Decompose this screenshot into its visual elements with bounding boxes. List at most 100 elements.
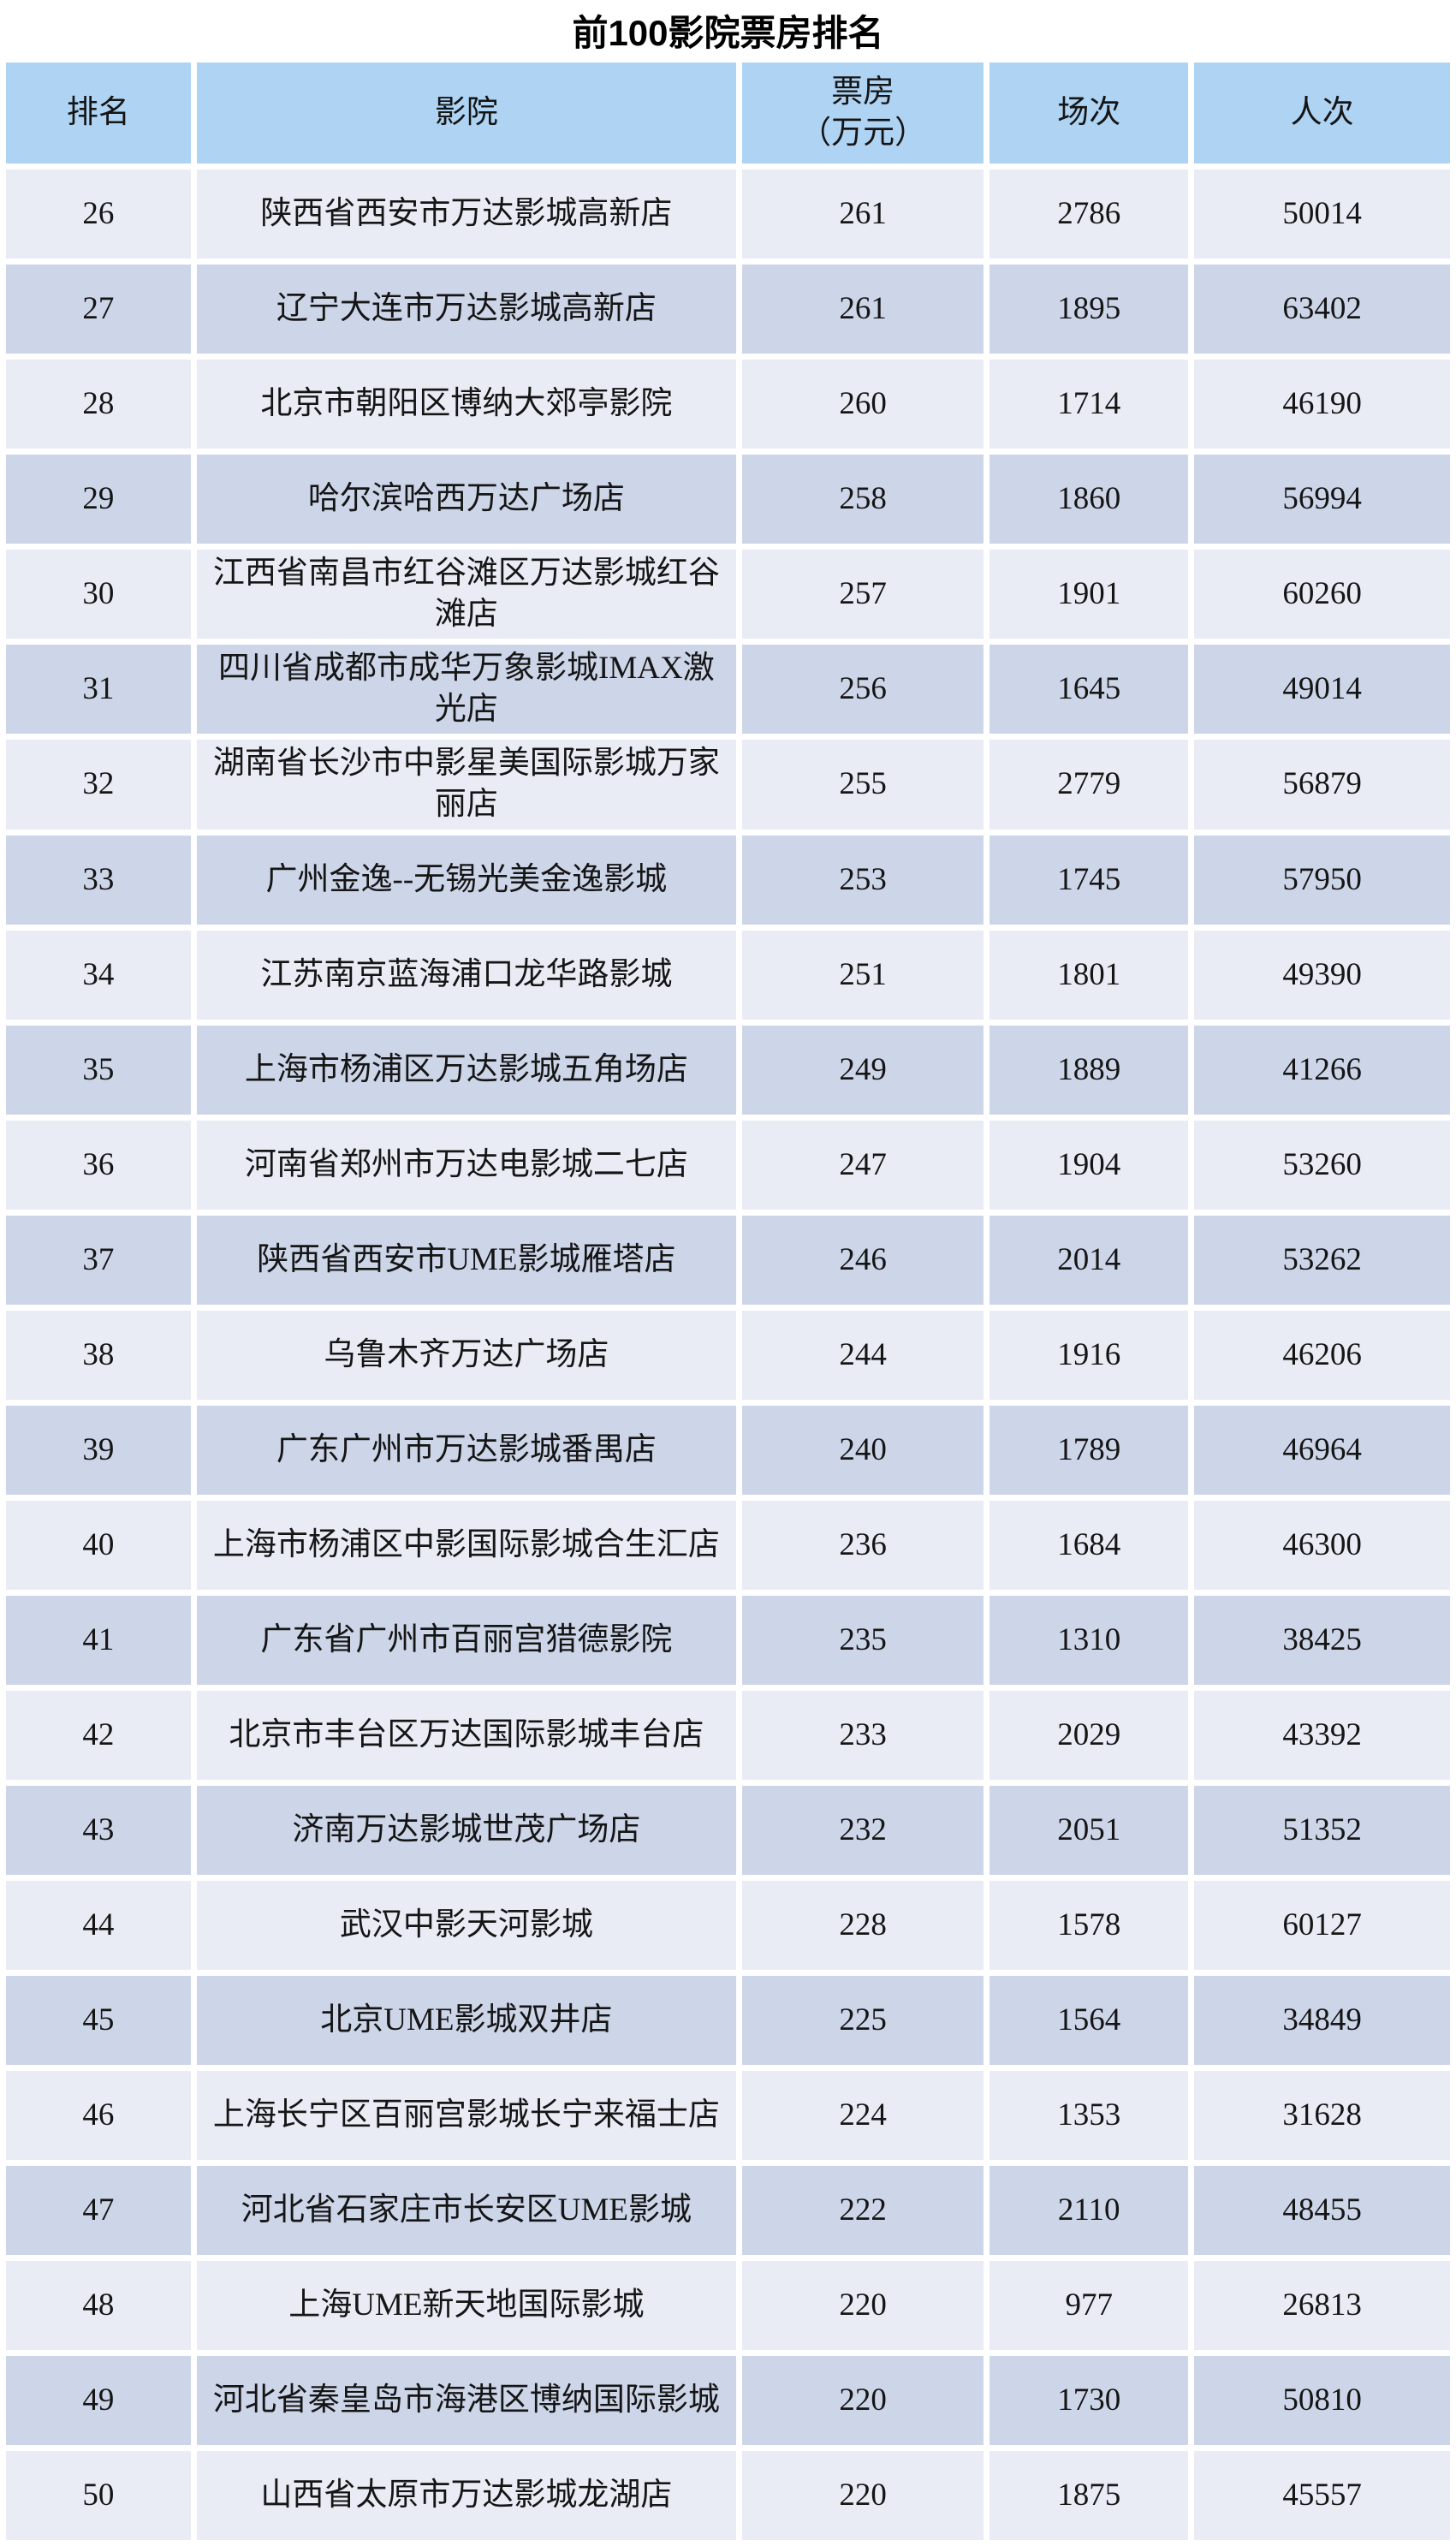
table-row: 50 山西省太原市万达影城龙湖店 220 1875 45557 bbox=[6, 2450, 1450, 2540]
rank-cell: 39 bbox=[6, 1405, 191, 1495]
rank-cell: 45 bbox=[6, 1975, 191, 2065]
cinema-cell: 江西省南昌市红谷滩区万达影城红谷滩店 bbox=[196, 550, 737, 639]
table-row: 28 北京市朝阳区博纳大郊亭影院 260 1714 46190 bbox=[6, 360, 1450, 449]
rank-cell: 33 bbox=[6, 835, 191, 925]
rank-cell: 27 bbox=[6, 265, 191, 354]
column-header-attendance: 人次 bbox=[1194, 62, 1450, 164]
attendance-cell: 38425 bbox=[1194, 1595, 1450, 1685]
cinema-cell: 上海市杨浦区中影国际影城合生汇店 bbox=[196, 1500, 737, 1590]
sessions-cell: 1353 bbox=[989, 2070, 1189, 2160]
box-office-cell: 261 bbox=[742, 265, 984, 354]
box-office-cell: 225 bbox=[742, 1975, 984, 2065]
page: 前100影院票房排名 排名 影院 票房 （万元） 场次 人次 26 陕西省西安市… bbox=[6, 13, 1450, 2540]
sessions-cell: 1745 bbox=[989, 835, 1189, 925]
box-office-ranking-table: 排名 影院 票房 （万元） 场次 人次 26 陕西省西安市万达影城高新店 261… bbox=[0, 57, 1456, 2546]
rank-cell: 36 bbox=[6, 1120, 191, 1210]
sessions-cell: 1904 bbox=[989, 1120, 1189, 1210]
sessions-cell: 2779 bbox=[989, 740, 1189, 830]
cinema-cell: 北京UME影城双井店 bbox=[196, 1975, 737, 2065]
attendance-cell: 48455 bbox=[1194, 2165, 1450, 2255]
rank-cell: 34 bbox=[6, 930, 191, 1020]
attendance-cell: 46206 bbox=[1194, 1310, 1450, 1400]
column-header-rank: 排名 bbox=[6, 62, 191, 164]
box-office-cell: 228 bbox=[742, 1880, 984, 1970]
rank-cell: 35 bbox=[6, 1025, 191, 1115]
rank-cell: 49 bbox=[6, 2355, 191, 2445]
cinema-cell: 上海长宁区百丽宫影城长宁来福士店 bbox=[196, 2070, 737, 2160]
sessions-cell: 1310 bbox=[989, 1595, 1189, 1685]
attendance-cell: 45557 bbox=[1194, 2450, 1450, 2540]
table-row: 40 上海市杨浦区中影国际影城合生汇店 236 1684 46300 bbox=[6, 1500, 1450, 1590]
table-row: 27 辽宁大连市万达影城高新店 261 1895 63402 bbox=[6, 265, 1450, 354]
cinema-cell: 陕西省西安市万达影城高新店 bbox=[196, 170, 737, 259]
box-office-cell: 257 bbox=[742, 550, 984, 639]
box-office-cell: 236 bbox=[742, 1500, 984, 1590]
cinema-cell: 四川省成都市成华万象影城IMAX激光店 bbox=[196, 645, 737, 735]
column-header-sessions: 场次 bbox=[989, 62, 1189, 164]
header-row: 排名 影院 票房 （万元） 场次 人次 bbox=[6, 62, 1450, 164]
sessions-cell: 1889 bbox=[989, 1025, 1189, 1115]
rank-cell: 31 bbox=[6, 645, 191, 735]
box-office-cell: 232 bbox=[742, 1785, 984, 1875]
rank-cell: 43 bbox=[6, 1785, 191, 1875]
sessions-cell: 1895 bbox=[989, 265, 1189, 354]
rank-cell: 30 bbox=[6, 550, 191, 639]
cinema-cell: 广州金逸--无锡光美金逸影城 bbox=[196, 835, 737, 925]
sessions-cell: 1684 bbox=[989, 1500, 1189, 1590]
cinema-cell: 山西省太原市万达影城龙湖店 bbox=[196, 2450, 737, 2540]
rank-cell: 50 bbox=[6, 2450, 191, 2540]
rank-cell: 29 bbox=[6, 455, 191, 544]
sessions-cell: 1901 bbox=[989, 550, 1189, 639]
box-office-cell: 244 bbox=[742, 1310, 984, 1400]
attendance-cell: 43392 bbox=[1194, 1690, 1450, 1780]
cinema-cell: 武汉中影天河影城 bbox=[196, 1880, 737, 1970]
box-office-cell: 260 bbox=[742, 360, 984, 449]
sessions-cell: 1578 bbox=[989, 1880, 1189, 1970]
sessions-cell: 1564 bbox=[989, 1975, 1189, 2065]
rank-cell: 41 bbox=[6, 1595, 191, 1685]
sessions-cell: 2110 bbox=[989, 2165, 1189, 2255]
table-row: 39 广东广州市万达影城番禺店 240 1789 46964 bbox=[6, 1405, 1450, 1495]
cinema-cell: 陕西省西安市UME影城雁塔店 bbox=[196, 1215, 737, 1305]
cinema-cell: 上海UME新天地国际影城 bbox=[196, 2260, 737, 2350]
attendance-cell: 53260 bbox=[1194, 1120, 1450, 1210]
attendance-cell: 41266 bbox=[1194, 1025, 1450, 1115]
box-office-cell: 246 bbox=[742, 1215, 984, 1305]
page-title: 前100影院票房排名 bbox=[572, 13, 884, 53]
table-row: 38 乌鲁木齐万达广场店 244 1916 46206 bbox=[6, 1310, 1450, 1400]
table-row: 29 哈尔滨哈西万达广场店 258 1860 56994 bbox=[6, 455, 1450, 544]
attendance-cell: 34849 bbox=[1194, 1975, 1450, 2065]
rank-cell: 48 bbox=[6, 2260, 191, 2350]
box-office-cell: 222 bbox=[742, 2165, 984, 2255]
rank-cell: 28 bbox=[6, 360, 191, 449]
cinema-cell: 广东广州市万达影城番禺店 bbox=[196, 1405, 737, 1495]
cinema-cell: 河北省石家庄市长安区UME影城 bbox=[196, 2165, 737, 2255]
cinema-cell: 乌鲁木齐万达广场店 bbox=[196, 1310, 737, 1400]
cinema-cell: 哈尔滨哈西万达广场店 bbox=[196, 455, 737, 544]
cinema-cell: 广东省广州市百丽宫猎德影院 bbox=[196, 1595, 737, 1685]
cinema-cell: 辽宁大连市万达影城高新店 bbox=[196, 265, 737, 354]
rank-cell: 42 bbox=[6, 1690, 191, 1780]
table-row: 30 江西省南昌市红谷滩区万达影城红谷滩店 257 1901 60260 bbox=[6, 550, 1450, 639]
sessions-cell: 1714 bbox=[989, 360, 1189, 449]
attendance-cell: 51352 bbox=[1194, 1785, 1450, 1875]
box-office-cell: 235 bbox=[742, 1595, 984, 1685]
sessions-cell: 2014 bbox=[989, 1215, 1189, 1305]
attendance-cell: 60260 bbox=[1194, 550, 1450, 639]
cinema-cell: 上海市杨浦区万达影城五角场店 bbox=[196, 1025, 737, 1115]
table-row: 34 江苏南京蓝海浦口龙华路影城 251 1801 49390 bbox=[6, 930, 1450, 1020]
table-row: 37 陕西省西安市UME影城雁塔店 246 2014 53262 bbox=[6, 1215, 1450, 1305]
sessions-cell: 1730 bbox=[989, 2355, 1189, 2445]
table-row: 45 北京UME影城双井店 225 1564 34849 bbox=[6, 1975, 1450, 2065]
table-row: 42 北京市丰台区万达国际影城丰台店 233 2029 43392 bbox=[6, 1690, 1450, 1780]
box-office-cell: 261 bbox=[742, 170, 984, 259]
rank-cell: 38 bbox=[6, 1310, 191, 1400]
box-office-cell: 251 bbox=[742, 930, 984, 1020]
table-row: 47 河北省石家庄市长安区UME影城 222 2110 48455 bbox=[6, 2165, 1450, 2255]
sessions-cell: 2786 bbox=[989, 170, 1189, 259]
rank-cell: 26 bbox=[6, 170, 191, 259]
rank-cell: 40 bbox=[6, 1500, 191, 1590]
table-row: 33 广州金逸--无锡光美金逸影城 253 1745 57950 bbox=[6, 835, 1450, 925]
cinema-cell: 江苏南京蓝海浦口龙华路影城 bbox=[196, 930, 737, 1020]
table-row: 44 武汉中影天河影城 228 1578 60127 bbox=[6, 1880, 1450, 1970]
